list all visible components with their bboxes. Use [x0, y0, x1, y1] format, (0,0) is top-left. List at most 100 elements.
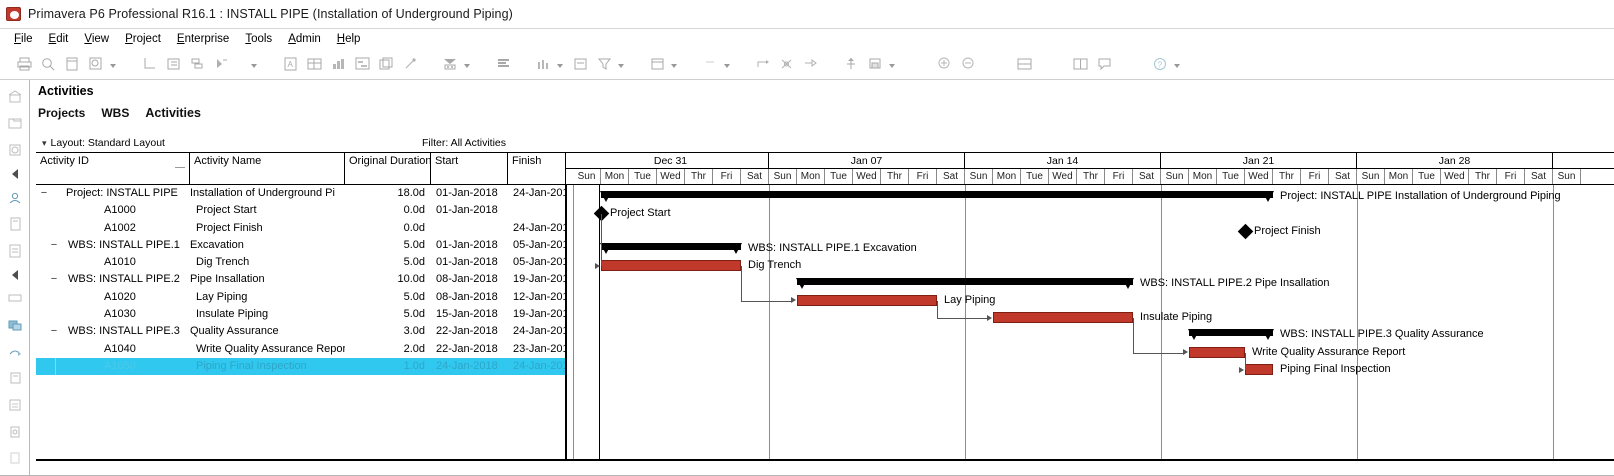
projects-icon[interactable]	[6, 115, 24, 133]
gantt-milestone-marker[interactable]	[1237, 223, 1254, 239]
chart-bars-icon[interactable]	[533, 54, 553, 74]
menu-item-tools[interactable]: Tools	[245, 33, 273, 45]
table-row[interactable]: A1050 Piping Final Inspection 1.0d 24-Jan-2…	[36, 357, 565, 376]
gantt-summary-bar[interactable]	[600, 242, 742, 254]
gantt-task-bar[interactable]	[1189, 346, 1245, 358]
columns-icon[interactable]	[304, 54, 324, 74]
corner-icon[interactable]	[139, 54, 159, 74]
reports-icon[interactable]	[6, 242, 24, 260]
issues-icon[interactable]	[6, 396, 24, 414]
column-header-activity-id[interactable]: Activity ID	[36, 153, 190, 185]
risks-icon[interactable]	[6, 369, 24, 387]
print-icon[interactable]	[14, 54, 34, 74]
chevron-down-icon-7[interactable]	[722, 55, 731, 73]
column-header-activity-name[interactable]: Activity Name	[190, 153, 345, 185]
row-expander-toggle[interactable]: −	[40, 187, 48, 199]
zoom-in-icon[interactable]	[934, 54, 954, 74]
wand-icon[interactable]	[400, 54, 420, 74]
tracking-icon[interactable]	[6, 316, 24, 334]
workproducts-icon[interactable]	[6, 449, 24, 467]
chevron-down-icon-1[interactable]	[108, 55, 117, 73]
column-header-finish[interactable]: Finish	[512, 155, 542, 167]
zoom-out-icon[interactable]	[958, 54, 978, 74]
row-expander-toggle[interactable]: −	[50, 325, 58, 338]
align-icon[interactable]	[700, 54, 720, 74]
menu-item-edit[interactable]: Edit	[48, 33, 69, 45]
chevron-down-icon-2[interactable]	[249, 55, 258, 73]
column-header-original-duration[interactable]: Original Duration	[345, 153, 431, 185]
split-vertical-icon[interactable]	[1070, 54, 1090, 74]
bar-chart-icon[interactable]	[328, 54, 348, 74]
layout-selector[interactable]: ▾ Layout: Standard Layout	[42, 137, 165, 149]
chevron-down-icon-8[interactable]	[887, 55, 896, 73]
gantt-task-bar[interactable]	[1245, 364, 1273, 375]
filter-label[interactable]: Filter: All Activities	[422, 137, 507, 149]
menu-item-help[interactable]: Help	[336, 33, 361, 45]
spellcheck-icon[interactable]: A	[280, 54, 300, 74]
gantt-task-bar[interactable]	[993, 312, 1133, 324]
documents-icon[interactable]	[6, 215, 24, 233]
chevron-down-icon-5[interactable]	[616, 55, 625, 73]
table-gantt-splitter[interactable]	[565, 153, 566, 460]
table-row[interactable]: − Project: INSTALL PIPE Installation of Un…	[36, 185, 565, 202]
level-icon[interactable]	[801, 54, 821, 74]
tab-projects[interactable]: Projects	[38, 106, 86, 120]
gantt-summary-bar[interactable]	[796, 277, 1134, 289]
assign-icon[interactable]	[211, 54, 231, 74]
outdent-icon[interactable]	[187, 54, 207, 74]
print-preview-icon[interactable]	[38, 54, 58, 74]
filter-icon[interactable]	[594, 54, 614, 74]
schedule-icon[interactable]	[777, 54, 797, 74]
menu-item-enterprise[interactable]: Enterprise	[176, 33, 230, 45]
chevron-down-icon-6[interactable]	[669, 55, 678, 73]
activities-icon[interactable]	[6, 141, 24, 159]
menu-item-project[interactable]: Project	[125, 33, 161, 45]
wbs-icon[interactable]	[6, 289, 24, 307]
gantt-task-bar[interactable]	[797, 294, 937, 306]
tab-activities[interactable]: Activities	[145, 106, 201, 120]
split-horizontal-icon[interactable]	[1014, 54, 1034, 74]
table-row[interactable]: A1002 Project Finish 0.0d 24-Jan-2018	[36, 220, 565, 237]
relationship-icon[interactable]	[753, 54, 773, 74]
table-row[interactable]: − WBS: INSTALL PIPE.3 Quality Assurance 3.0…	[36, 323, 565, 340]
tab-wbs[interactable]: WBS	[101, 106, 130, 120]
page-search-icon[interactable]	[86, 54, 106, 74]
table-row[interactable]: A1000 Project Start 0.0d 01-Jan-2018	[36, 202, 565, 219]
chevron-down-icon-4[interactable]	[555, 55, 564, 73]
page-setup-icon[interactable]	[62, 54, 82, 74]
gantt-task-bar[interactable]	[601, 260, 741, 272]
table-row[interactable]: A1020 Lay Piping 5.0d 08-Jan-2018 12-Jan-201…	[36, 289, 565, 306]
collapse-left-icon-2[interactable]	[8, 269, 22, 281]
group-sort-icon[interactable]	[493, 54, 513, 74]
home-icon[interactable]	[6, 88, 24, 106]
table-row[interactable]: − WBS: INSTALL PIPE.1 Excavation 5.0d 01-Jan…	[36, 237, 565, 254]
menu-item-admin[interactable]: Admin	[288, 33, 321, 45]
list-icon[interactable]	[570, 54, 590, 74]
expenses-icon[interactable]	[6, 343, 24, 361]
menu-item-view[interactable]: View	[84, 33, 110, 45]
column-header-start[interactable]: Start	[431, 153, 508, 185]
table-icon[interactable]	[647, 54, 667, 74]
timescale-icon[interactable]	[440, 54, 460, 74]
store-period-icon[interactable]	[865, 54, 885, 74]
resources-icon[interactable]	[6, 189, 24, 207]
help-icon[interactable]: ?	[1150, 54, 1170, 74]
notebook-icon[interactable]	[1094, 54, 1114, 74]
row-expander-toggle[interactable]: −	[50, 273, 58, 286]
thresholds-icon[interactable]	[6, 423, 24, 441]
table-row[interactable]: A1010 Dig Trench 5.0d 01-Jan-2018 05-Jan-201…	[36, 254, 565, 271]
copy-layout-icon[interactable]	[376, 54, 396, 74]
gantt-summary-bar[interactable]	[1188, 329, 1274, 341]
gantt-summary-bar[interactable]	[600, 191, 1274, 202]
collapse-left-icon[interactable]	[8, 168, 22, 180]
table-row[interactable]: − WBS: INSTALL PIPE.2 Pipe Insallation 10.0…	[36, 271, 565, 288]
chevron-down-icon-9[interactable]	[1172, 55, 1181, 73]
row-expander-toggle[interactable]: −	[50, 238, 58, 251]
menu-item-file[interactable]: File	[14, 33, 33, 45]
chevron-down-icon-3[interactable]	[462, 55, 471, 73]
progress-icon[interactable]	[841, 54, 861, 74]
table-row[interactable]: A1040 Write Quality Assurance Report 2.0d 2…	[36, 341, 565, 358]
indent-icon[interactable]	[163, 54, 183, 74]
table-row[interactable]: A1030 Insulate Piping 5.0d 15-Jan-2018 19-Ja…	[36, 306, 565, 323]
gantt-icon[interactable]	[352, 54, 372, 74]
